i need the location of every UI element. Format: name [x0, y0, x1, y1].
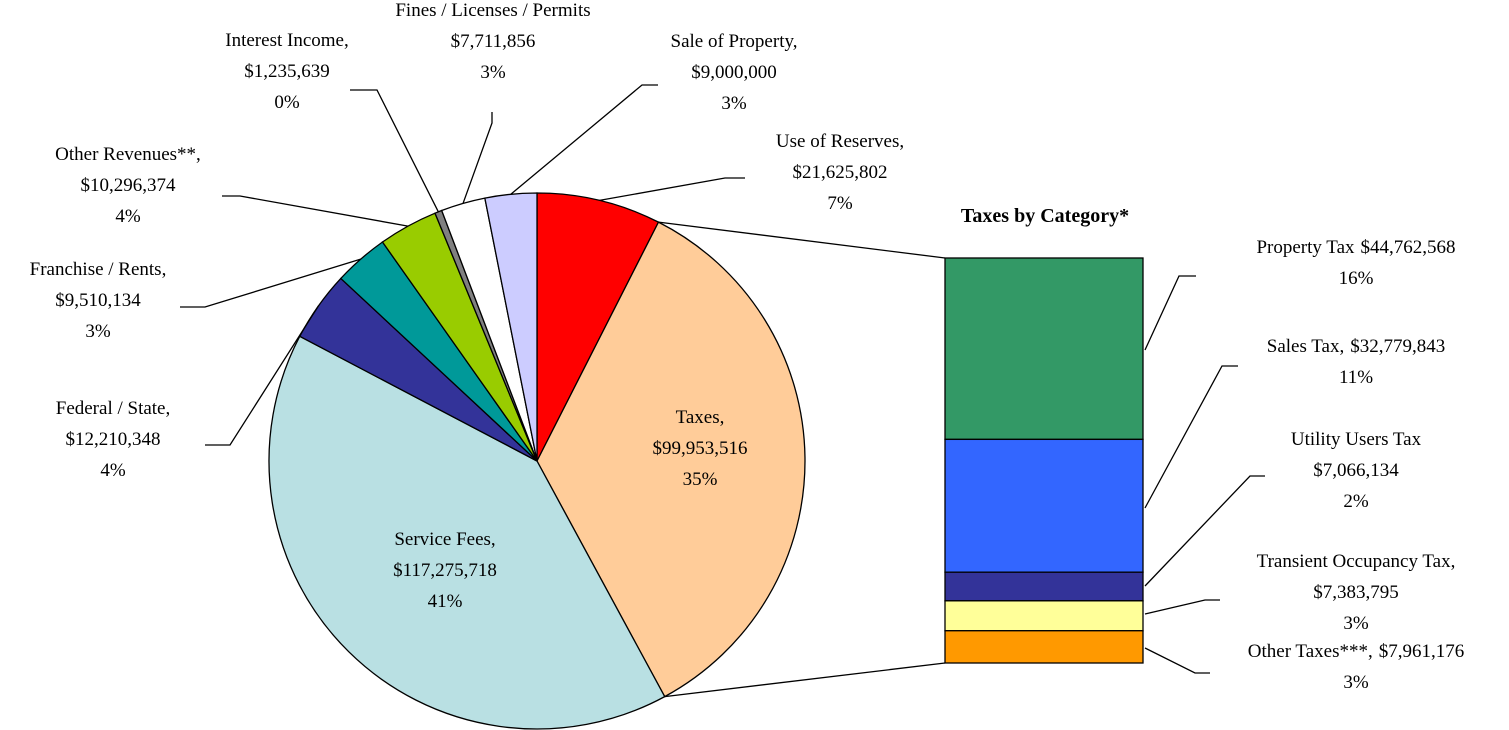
- data-label: Utility Users Tax $7,066,134 2%: [1291, 429, 1422, 512]
- label-part: $117,275,718: [393, 560, 497, 581]
- pie-slice: [536, 221, 806, 698]
- data-label: Other Revenues**, $10,296,374 4%: [55, 144, 201, 227]
- label-part: Fines / Licenses / Permits: [395, 0, 590, 21]
- label-part: 3%: [1343, 672, 1369, 693]
- leader-line: [462, 112, 493, 204]
- label-part: Federal / State,: [56, 398, 171, 419]
- label-part: $9,000,000: [691, 62, 777, 83]
- bar-segment: [944, 257, 1144, 441]
- label-part: $10,296,374: [81, 175, 177, 196]
- label-part: $21,625,802: [793, 162, 888, 183]
- data-label: Sale of Property, $9,000,000 3%: [671, 31, 798, 114]
- bar-segment: [944, 630, 1144, 664]
- data-label: Other Taxes***, $7,961,176 3%: [1248, 641, 1464, 693]
- label-part: 3%: [1343, 613, 1369, 634]
- label-part: 7%: [827, 193, 853, 214]
- label-part: 3%: [480, 62, 506, 83]
- label-part: $12,210,348: [66, 429, 161, 450]
- label-part: $7,066,134: [1313, 460, 1399, 481]
- leader-line: [1144, 365, 1238, 509]
- label-part: $7,383,795: [1313, 582, 1399, 603]
- label-part: 16%: [1339, 268, 1374, 289]
- label-part: 35%: [683, 469, 718, 490]
- label-part: Utility Users Tax: [1291, 429, 1422, 450]
- label-part: Service Fees,: [394, 529, 495, 550]
- leader-line: [1144, 647, 1210, 674]
- label-part: 3%: [721, 93, 747, 114]
- bar-segment: [944, 571, 1144, 602]
- label-part: $44,762,568: [1361, 237, 1456, 258]
- label-part: Other Taxes***,: [1248, 641, 1373, 662]
- label-part: $99,953,516: [653, 438, 748, 459]
- data-label: Sales Tax, $32,779,843 11%: [1267, 336, 1445, 388]
- leader-line: [510, 84, 658, 195]
- label-part: Transient Occupancy Tax,: [1257, 551, 1456, 572]
- label-part: Sale of Property,: [671, 31, 798, 52]
- pie-slice: [536, 192, 660, 462]
- bar-segment: [944, 600, 1144, 632]
- data-label: Fines / Licenses / Permits $7,711,856 3%: [395, 0, 590, 83]
- data-label: Franchise / Rents, $9,510,134 3%: [30, 259, 167, 342]
- label-part: Other Revenues**,: [55, 144, 201, 165]
- leader-line: [599, 177, 745, 202]
- leader-line: [1144, 275, 1196, 351]
- leader-line: [350, 89, 439, 213]
- data-label: Property Tax $44,762,568 16%: [1256, 237, 1455, 289]
- label-part: 41%: [428, 591, 463, 612]
- data-label: Federal / State, $12,210,348 4%: [56, 398, 171, 481]
- leader-line: [222, 195, 409, 227]
- label-part: $9,510,134: [55, 290, 141, 311]
- leader-line: [1144, 475, 1265, 587]
- data-label: Taxes, $99,953,516 35%: [653, 407, 748, 490]
- label-part: $7,711,856: [451, 31, 536, 52]
- connector: [658, 221, 946, 259]
- label-part: 0%: [274, 92, 300, 113]
- label-part: 2%: [1343, 491, 1369, 512]
- label-part: Franchise / Rents,: [30, 259, 167, 280]
- label-part: Interest Income,: [225, 30, 348, 51]
- label-part: $7,961,176: [1379, 641, 1465, 662]
- label-part: Use of Reserves,: [776, 131, 904, 152]
- label-part: Sales Tax,: [1267, 336, 1344, 357]
- data-label: Use of Reserves, $21,625,802 7%: [776, 131, 904, 214]
- label-part: 3%: [85, 321, 111, 342]
- leader-line: [1144, 599, 1220, 615]
- connector: [664, 662, 946, 698]
- label-part: Taxes,: [676, 407, 725, 428]
- label-part: 4%: [115, 206, 141, 227]
- pie-slice: [268, 335, 666, 730]
- label-part: 11%: [1339, 367, 1373, 388]
- data-label: Interest Income, $1,235,639 0%: [225, 30, 348, 113]
- bar-title: Taxes by Category*: [961, 205, 1129, 227]
- data-label: Transient Occupancy Tax, $7,383,795 3%: [1257, 551, 1456, 634]
- bar-segment: [944, 438, 1144, 573]
- label-part: 4%: [100, 460, 126, 481]
- label-part: $32,779,843: [1350, 336, 1445, 357]
- label-part: $1,235,639: [244, 61, 330, 82]
- leader-line: [205, 305, 319, 446]
- leader-line: [180, 258, 361, 308]
- label-part: Property Tax: [1256, 237, 1355, 258]
- data-label: Service Fees, $117,275,718 41%: [393, 529, 497, 612]
